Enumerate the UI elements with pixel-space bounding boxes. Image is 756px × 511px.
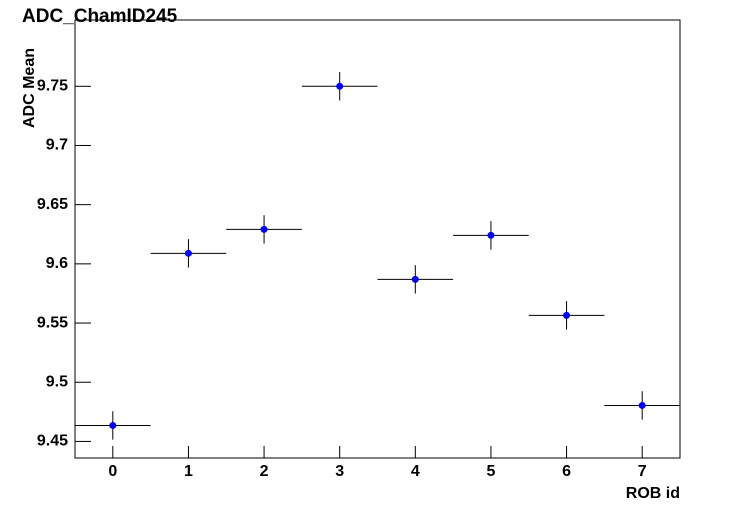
x-tick-label: 7	[638, 463, 647, 480]
data-point	[638, 401, 646, 409]
y-tick-label: 9.65	[37, 196, 68, 213]
data-point	[487, 231, 495, 239]
x-tick-label: 2	[260, 463, 269, 480]
y-tick-label: 9.75	[37, 78, 68, 95]
x-tick-label: 3	[335, 463, 344, 480]
x-tick-label: 1	[184, 463, 193, 480]
y-tick-label: 9.55	[37, 314, 68, 331]
data-point	[184, 249, 192, 257]
x-tick-label: 6	[562, 463, 571, 480]
data-point	[411, 275, 419, 283]
y-tick-label: 9.7	[46, 137, 68, 154]
data-point	[260, 225, 268, 233]
y-tick-label: 9.45	[37, 433, 68, 450]
y-tick-label: 9.5	[46, 373, 68, 390]
y-tick-label: 9.6	[46, 255, 68, 272]
x-tick-label: 5	[486, 463, 495, 480]
data-point	[336, 82, 344, 90]
y-axis-label: ADC Mean	[21, 48, 38, 128]
x-axis-label: ROB id	[626, 485, 680, 502]
x-tick-label: 0	[108, 463, 117, 480]
data-point	[563, 311, 571, 319]
x-tick-label: 4	[411, 463, 420, 480]
data-point	[109, 421, 117, 429]
plot-frame	[74, 19, 681, 459]
chart-title: ADC_ChamID245	[22, 6, 178, 27]
